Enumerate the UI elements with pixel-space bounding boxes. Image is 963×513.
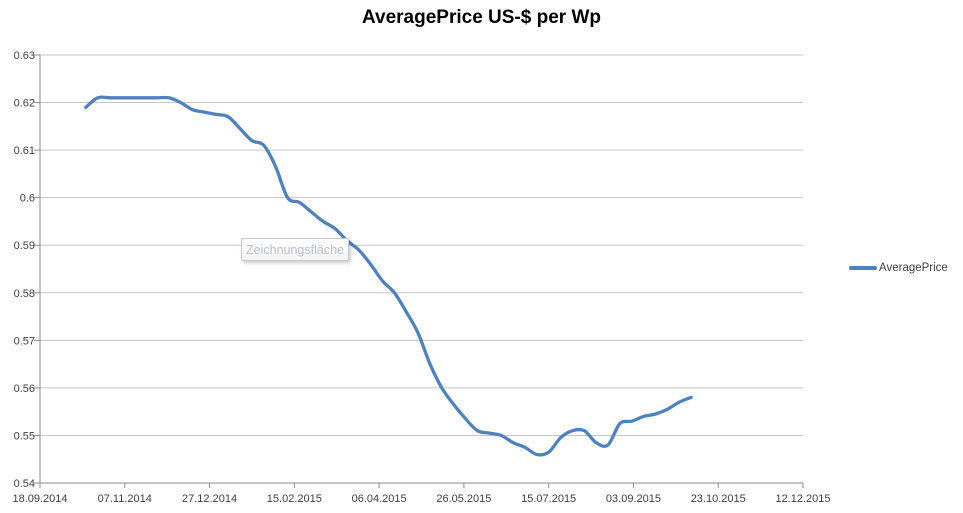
x-tick-label: 07.11.2014 [98,493,152,505]
x-tick-label: 12.12.2015 [775,493,830,505]
plot-area-tooltip: Zeichnungsfläche [241,238,349,261]
x-tick-label: 06.04.2015 [352,493,407,505]
x-tick-label: 18.09.2014 [12,493,67,505]
x-tick-label: 15.07.2015 [521,493,576,505]
y-tick-label: 0.63 [14,50,35,62]
legend-line-swatch [849,266,877,270]
y-tick-label: 0.6 [20,193,35,205]
y-tick-label: 0.59 [14,240,35,252]
legend[interactable]: AveragePrice [849,260,948,276]
y-tick-label: 0.56 [14,383,35,395]
chart-title: AveragePrice US-$ per Wp [362,7,601,28]
y-tick-label: 0.57 [14,335,35,347]
x-tick-label: 23.10.2015 [691,493,746,505]
plot-area-tooltip-text: Zeichnungsfläche [246,242,344,257]
x-tick-label: 03.09.2015 [606,493,661,505]
y-tick-label: 0.58 [14,288,35,300]
x-tick-label: 26.05.2015 [436,493,491,505]
y-tick-label: 0.61 [14,145,35,157]
x-tick-label: 27.12.2014 [182,493,237,505]
x-tick-label: 15.02.2015 [267,493,322,505]
y-tick-label: 0.55 [14,430,35,442]
series-line-averageprice[interactable] [84,95,693,457]
y-tick-label: 0.54 [14,478,35,490]
legend-label: AveragePrice [879,262,948,274]
y-tick-label: 0.62 [14,98,35,110]
